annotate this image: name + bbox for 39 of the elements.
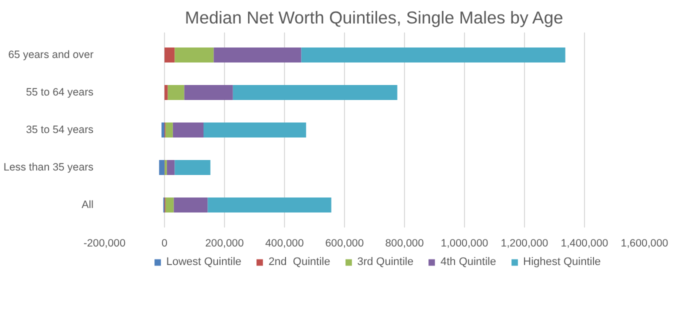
y-tick-label: Less than 35 years [3, 162, 94, 174]
bar [164, 48, 175, 62]
x-tick-label: 1,200,000 [500, 238, 548, 250]
bar [166, 160, 175, 175]
legend-label: 4th Quintile [440, 256, 496, 268]
bar [232, 85, 398, 100]
x-tick-label: 200,000 [205, 238, 244, 250]
x-tick-label: 0 [162, 238, 168, 250]
bar [165, 122, 173, 138]
x-tick-label: 400,000 [265, 238, 304, 250]
x-tick-label: 800,000 [385, 238, 424, 250]
bar [184, 85, 233, 100]
x-tick-label: 1,600,000 [620, 238, 668, 250]
bar [174, 198, 208, 212]
bar [214, 48, 302, 62]
chart-title: Median Net Worth Quintiles, Single Males by Age [184, 8, 564, 28]
bar [204, 122, 306, 138]
x-tick-label: -200,000 [83, 238, 126, 250]
bar [172, 122, 204, 138]
bar [162, 122, 164, 138]
bar [159, 160, 164, 175]
x-tick-label: 1,000,000 [440, 238, 488, 250]
y-tick-label: 55 to 64 years [26, 86, 94, 98]
y-tick-label: All [82, 199, 94, 211]
bar [174, 160, 210, 175]
bar [301, 48, 566, 62]
x-tick-label: 600,000 [325, 238, 364, 250]
legend-label: 2nd Quintile [268, 256, 330, 268]
bar [174, 48, 214, 62]
legend-label: Lowest Quintile [166, 256, 242, 268]
y-tick-label: 65 years and over [8, 49, 94, 61]
bar [164, 85, 168, 100]
legend-label: Highest Quintile [523, 256, 601, 268]
y-tick-label: 35 to 54 years [26, 124, 94, 136]
legend-label: 3rd Quintile [357, 256, 414, 268]
x-tick-label: 1,400,000 [560, 238, 608, 250]
bar [168, 85, 184, 100]
bar [165, 198, 174, 212]
bar [208, 198, 332, 212]
